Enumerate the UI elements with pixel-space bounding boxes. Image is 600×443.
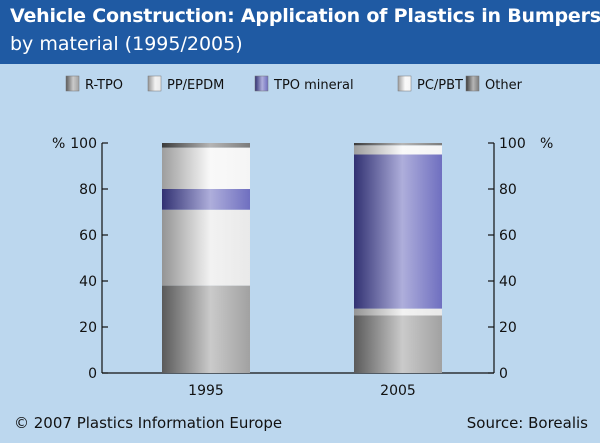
y-tick-label-left: 80	[79, 182, 97, 198]
bars: 1995 2005	[162, 143, 442, 399]
y-tick-label-left: 100	[70, 136, 97, 152]
bar-2005-r-tpo	[354, 315, 442, 373]
chart-header: Vehicle Construction: Application of Pla…	[0, 0, 600, 64]
x-tick-label-2005: 2005	[380, 383, 416, 399]
legend-swatch-pp-epdm	[147, 75, 162, 92]
y-tick-label-right: 60	[499, 228, 517, 244]
chart-title: Vehicle Construction: Application of Pla…	[10, 5, 600, 27]
y-tick-label-left: 0	[88, 366, 97, 382]
bar-2005-pp-epdm	[354, 308, 442, 316]
y-axis-unit-right: %	[540, 136, 553, 152]
stacked-bar-chart: R-TPO PP/EPDM TPO mineral PC/PBT Other 0 0 20 2…	[52, 75, 553, 399]
legend-swatch-other	[465, 75, 480, 92]
bar-2005-tpo-mineral	[354, 154, 442, 309]
x-tick-label-1995: 1995	[188, 383, 224, 399]
legend-label-pc-pbt: PC/PBT	[417, 78, 463, 93]
y-tick-label-left: 60	[79, 228, 97, 244]
y-tick-label-right: 20	[499, 320, 517, 336]
legend-label-tpo-mineral: TPO mineral	[273, 78, 354, 93]
legend-swatch-pc-pbt	[397, 75, 412, 92]
y-tick-label-right: 100	[499, 136, 526, 152]
bar-2005-pc-pbt	[354, 145, 442, 155]
legend-label-pp-epdm: PP/EPDM	[167, 78, 224, 93]
axes: 0 0 20 20 40 40 60 60 80 80 100 100%%	[52, 136, 553, 382]
legend-swatch-r-tpo	[65, 75, 80, 92]
legend-swatch-tpo-mineral	[254, 75, 269, 92]
bar-1995-pc-pbt	[162, 147, 250, 189]
bar-1995-tpo-mineral	[162, 189, 250, 210]
y-tick-label-right: 0	[499, 366, 508, 382]
y-tick-label-left: 40	[79, 274, 97, 290]
y-axis-unit-left: %	[52, 136, 65, 152]
bar-1995-pp-epdm	[162, 209, 250, 286]
copyright-text: © 2007 Plastics Information Europe	[14, 414, 283, 432]
y-tick-label-right: 80	[499, 182, 517, 198]
legend-label-other: Other	[485, 78, 523, 93]
bar-2005-other	[354, 143, 442, 146]
y-tick-label-right: 40	[499, 274, 517, 290]
chart-subtitle: by material (1995/2005)	[10, 33, 243, 55]
bar-1995-r-tpo	[162, 285, 250, 373]
legend-label-r-tpo: R-TPO	[85, 78, 123, 93]
y-tick-label-left: 20	[79, 320, 97, 336]
legend: R-TPO PP/EPDM TPO mineral PC/PBT Other	[65, 75, 523, 93]
source-text: Source: Borealis	[466, 414, 588, 432]
bar-1995-other	[162, 143, 250, 148]
